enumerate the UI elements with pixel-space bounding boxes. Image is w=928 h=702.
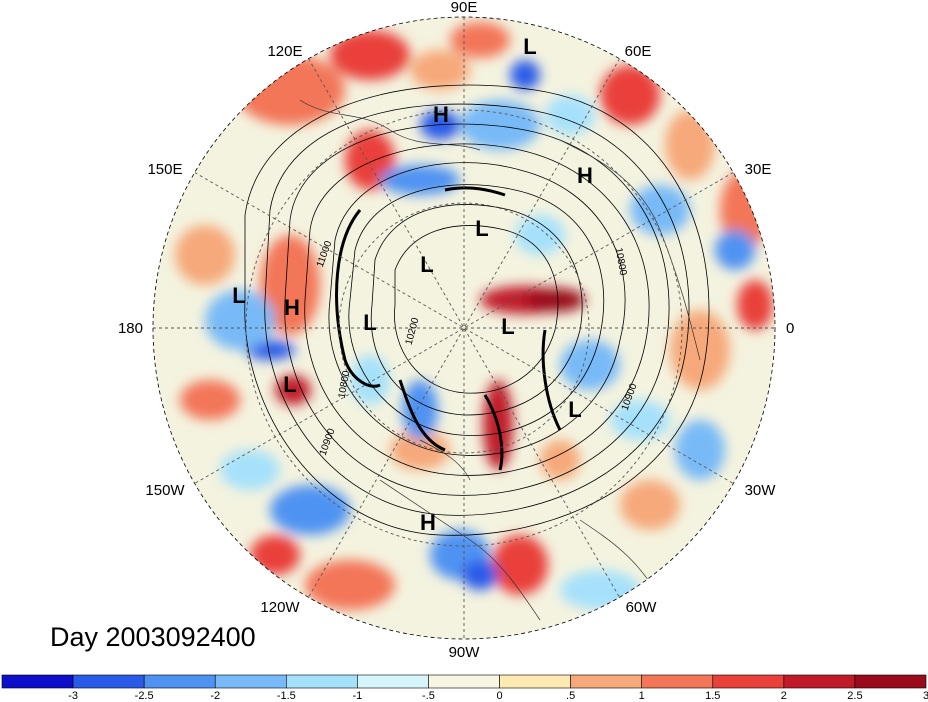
low-pressure-marker: L bbox=[232, 283, 245, 308]
low-pressure-marker: L bbox=[363, 310, 376, 335]
colorbar-swatch bbox=[428, 674, 500, 689]
low-pressure-marker: L bbox=[523, 34, 536, 59]
graticule bbox=[153, 17, 775, 639]
thick-jet-contours bbox=[335, 186, 562, 471]
colorbar-tick-label: 3 bbox=[923, 690, 928, 702]
lon-label-30e: 30E bbox=[745, 161, 772, 178]
colorbar-tick-label: -2 bbox=[210, 690, 220, 702]
contour-label: 10800 bbox=[337, 369, 353, 399]
colorbar-swatch bbox=[72, 674, 145, 689]
high-pressure-marker: H bbox=[284, 295, 300, 320]
colorbar-tick-label: -3 bbox=[68, 690, 78, 702]
colorbar-tick-label: 2.5 bbox=[847, 690, 862, 702]
colorbar-swatch bbox=[641, 674, 714, 689]
colorbar-swatch bbox=[854, 674, 927, 689]
colorbar-swatch bbox=[499, 674, 571, 689]
lon-label-60e: 60E bbox=[625, 43, 652, 60]
low-pressure-marker: L bbox=[501, 314, 514, 339]
colorbar-swatch bbox=[357, 674, 429, 689]
colorbar-tick-label: 2 bbox=[781, 690, 787, 702]
pressure-centers: H H H H L L L L L L L L bbox=[232, 34, 593, 535]
colorbar-tick-label: -1 bbox=[352, 690, 362, 702]
colorbar-tick-label: .5 bbox=[566, 690, 575, 702]
high-pressure-marker: H bbox=[433, 102, 449, 127]
low-pressure-marker: L bbox=[568, 397, 581, 422]
low-pressure-marker: L bbox=[283, 372, 296, 397]
anomaly-field bbox=[153, 17, 775, 639]
colorbar-swatch bbox=[570, 674, 642, 689]
colorbar-tick-label: 1 bbox=[639, 690, 645, 702]
colorbar-swatch bbox=[1, 674, 74, 689]
colorbar-swatch bbox=[783, 674, 856, 689]
low-pressure-marker: L bbox=[420, 252, 433, 277]
high-pressure-marker: H bbox=[420, 510, 436, 535]
colorbar-tick-label: -.5 bbox=[422, 690, 435, 702]
lon-label-150e: 150E bbox=[147, 161, 182, 178]
lon-label-180: 180 bbox=[118, 320, 143, 337]
longitude-labels: 90E 60E 30E 0 30W 60W 90W 120W 150W 180 … bbox=[118, 0, 794, 661]
colorbar-tick-label: -1.5 bbox=[277, 690, 296, 702]
contour-label: 10800 bbox=[613, 247, 629, 277]
lon-label-60w: 60W bbox=[626, 599, 658, 616]
map-title: Day 2003092400 bbox=[50, 622, 256, 652]
colorbar-tick-label: 0 bbox=[496, 690, 502, 702]
map-boundary bbox=[152, 16, 776, 640]
lon-label-90w: 90W bbox=[449, 644, 481, 661]
coastlines bbox=[299, 99, 701, 621]
height-contours bbox=[244, 84, 710, 536]
lon-label-90e: 90E bbox=[451, 0, 478, 16]
colorbar-swatch bbox=[712, 674, 785, 689]
colorbar-swatch bbox=[143, 674, 216, 689]
colorbar-tick-label: 1.5 bbox=[705, 690, 720, 702]
colorbar: -3 -2.5 -2 -1.5 -1 -.5 0 .5 1 1.5 2 2.5 3 bbox=[1, 674, 928, 702]
lon-label-150w: 150W bbox=[145, 482, 185, 499]
lon-label-120e: 120E bbox=[267, 43, 302, 60]
lon-label-0: 0 bbox=[786, 320, 794, 337]
lon-label-120w: 120W bbox=[260, 599, 300, 616]
high-pressure-marker: H bbox=[577, 163, 593, 188]
lon-label-30w: 30W bbox=[745, 482, 777, 499]
colorbar-swatch bbox=[214, 674, 287, 689]
colorbar-tick-label: -2.5 bbox=[135, 690, 154, 702]
colorbar-swatch bbox=[286, 674, 358, 689]
low-pressure-marker: L bbox=[475, 216, 488, 241]
